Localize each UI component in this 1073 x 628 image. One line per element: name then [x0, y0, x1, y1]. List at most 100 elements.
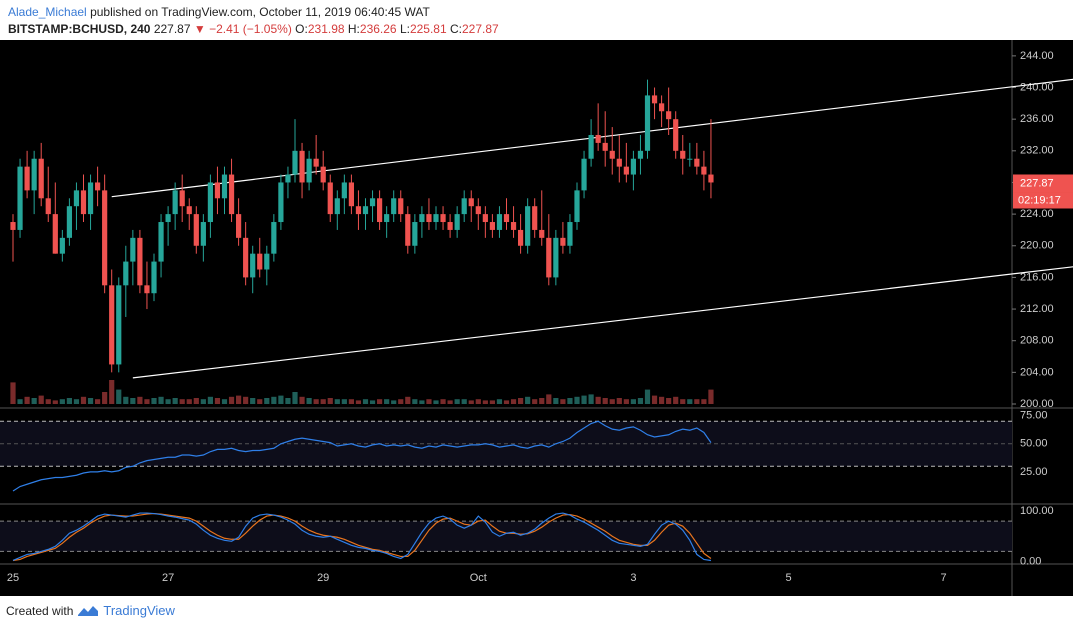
volume-bar — [355, 400, 362, 404]
chart-svg[interactable]: 244.00240.00236.00232.00228.00224.00220.… — [0, 40, 1073, 596]
candle-body — [193, 214, 199, 246]
candle-body — [518, 229, 524, 246]
candle-body — [264, 253, 270, 270]
volume-bar — [271, 396, 277, 404]
time-axis-label: 25 — [7, 572, 19, 584]
candle-body — [369, 198, 376, 207]
volume-bar — [102, 392, 108, 404]
candle-body — [137, 237, 143, 286]
volume-bar — [123, 396, 129, 404]
volume-bar — [193, 398, 199, 404]
volume-bar — [95, 399, 101, 404]
candle-body — [87, 182, 94, 215]
chart-area[interactable]: 244.00240.00236.00232.00228.00224.00220.… — [0, 40, 1073, 596]
volume-bar — [17, 399, 23, 404]
volume-bar — [264, 398, 270, 404]
candle-body — [503, 214, 510, 223]
volume-bar — [320, 399, 326, 404]
rsi-line — [12, 420, 712, 492]
volume-bar — [553, 398, 559, 404]
price-tick-label: 220.00 — [1020, 240, 1054, 252]
candle-body — [144, 285, 150, 294]
candle-body — [186, 206, 192, 215]
price-tick-label: 208.00 — [1020, 335, 1054, 347]
price-tick-label: 232.00 — [1020, 145, 1054, 157]
candle-body — [510, 222, 517, 230]
rsi-tick-label: 25.00 — [1020, 466, 1048, 478]
candle-body — [532, 206, 538, 230]
candle-body — [179, 190, 185, 207]
candle-body — [130, 237, 136, 262]
author-link[interactable]: Alade_Michael — [8, 5, 87, 19]
volume-bar — [165, 399, 171, 404]
volume-bar — [10, 382, 16, 404]
volume-bar — [694, 399, 700, 404]
high-label: H: — [347, 22, 360, 36]
candle-body — [102, 190, 108, 286]
volume-bar — [250, 398, 256, 404]
volume-bar — [405, 396, 411, 404]
price-tick-label: 204.00 — [1020, 366, 1054, 378]
candle-body — [243, 237, 249, 278]
candle-body — [454, 214, 460, 230]
volume-bar — [630, 399, 636, 404]
candle-body — [52, 214, 58, 254]
volume-bar — [447, 400, 453, 404]
volume-bar — [151, 398, 157, 404]
volume-bar — [38, 395, 44, 404]
time-axis-label: 27 — [162, 572, 174, 584]
candle-body — [158, 222, 164, 262]
volume-bar — [680, 399, 686, 404]
candle-body — [644, 95, 651, 151]
down-arrow-icon: ▼ — [193, 22, 206, 36]
high-value: 236.26 — [359, 22, 397, 36]
volume-bar — [588, 394, 594, 404]
volume-bar — [214, 398, 221, 404]
volume-bar — [179, 399, 185, 404]
price-tick-label: 200.00 — [1020, 398, 1054, 410]
symbol-info: BITSTAMP:BCHUSD, 240 227.87 ▼ −2.41 (−1.… — [8, 22, 499, 36]
candle-body — [701, 166, 707, 175]
volume-bar — [525, 396, 531, 404]
volume-bar — [306, 398, 312, 404]
candle-body — [651, 95, 658, 104]
volume-bar — [539, 398, 545, 404]
rsi-tick-label: 50.00 — [1020, 438, 1048, 450]
tradingview-brand-link[interactable]: TradingView — [103, 603, 175, 618]
price-tick-label: 212.00 — [1020, 303, 1054, 315]
channel-upper-line — [111, 78, 1073, 198]
candle-body — [405, 214, 411, 246]
candle-body — [398, 198, 404, 215]
candle-body — [412, 222, 418, 246]
stoch-k-line — [12, 512, 712, 562]
candle-body — [59, 237, 65, 254]
candle-body — [567, 222, 573, 246]
candle-body — [306, 158, 312, 183]
candle-body — [250, 253, 256, 278]
candle-body — [362, 206, 369, 215]
stoch-band — [0, 521, 1012, 552]
volume-bar — [362, 399, 369, 404]
volume-bar — [503, 400, 510, 404]
candle-body — [45, 198, 51, 215]
candle-body — [468, 198, 474, 207]
candle-body — [539, 229, 545, 238]
candle-body — [659, 103, 665, 112]
candle-body — [320, 166, 326, 183]
volume-bar — [644, 389, 651, 404]
volume-bar — [461, 399, 467, 404]
candle-body — [482, 214, 488, 223]
volume-bar — [236, 395, 242, 404]
candle-body — [708, 174, 714, 183]
candle-body — [694, 158, 700, 167]
candle-body — [17, 166, 23, 230]
candle-body — [165, 214, 171, 223]
price-tick-label: 224.00 — [1020, 208, 1054, 220]
volume-bar — [426, 399, 432, 404]
volume-bar — [581, 395, 587, 404]
volume-bar — [468, 400, 474, 404]
volume-bar — [158, 396, 164, 404]
candle-body — [440, 214, 446, 223]
volume-bar — [243, 396, 249, 404]
candle-body — [38, 158, 44, 199]
